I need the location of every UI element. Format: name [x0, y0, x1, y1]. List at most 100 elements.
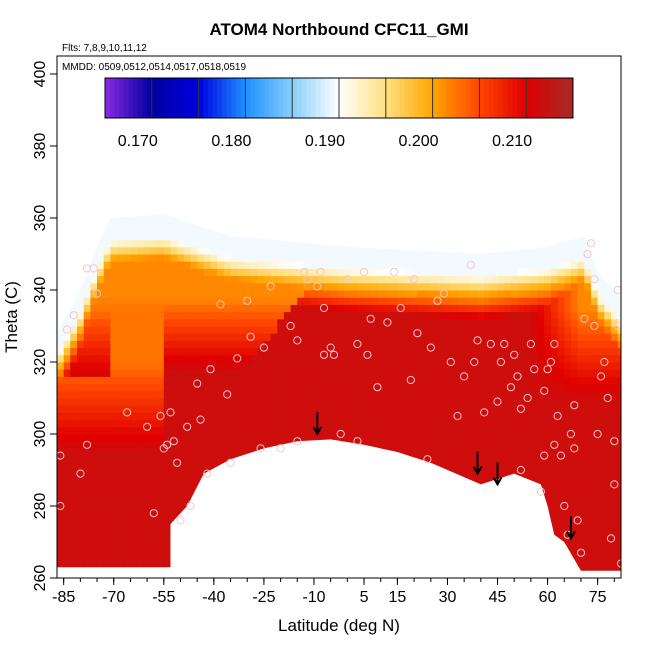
y-tick-label: 260	[32, 565, 49, 592]
field-cell	[410, 426, 418, 435]
field-cell	[517, 477, 525, 485]
colorbar-cell	[512, 78, 518, 118]
field-cell	[157, 362, 165, 370]
field-cell	[183, 246, 191, 255]
field-cell	[611, 527, 619, 536]
field-cell	[123, 398, 131, 406]
field-cell	[410, 390, 418, 399]
field-cell	[584, 484, 592, 493]
field-cell	[490, 311, 498, 320]
field-cell	[63, 491, 71, 500]
field-cell	[437, 434, 445, 442]
field-cell	[103, 311, 111, 320]
field-cell	[517, 239, 525, 248]
field-cell	[257, 484, 265, 493]
field-cell	[210, 311, 218, 320]
field-cell	[510, 398, 519, 406]
field-cell	[484, 333, 492, 341]
field-cell	[237, 383, 245, 392]
field-cell	[517, 426, 525, 435]
field-cell	[597, 434, 605, 442]
field-cell	[70, 218, 78, 226]
field-cell	[477, 412, 485, 421]
field-cell	[290, 218, 298, 226]
field-cell	[517, 333, 525, 341]
field-cell	[197, 470, 205, 478]
field-cell	[537, 214, 545, 219]
field-cell	[210, 268, 218, 277]
field-cell	[530, 261, 539, 269]
field-cell	[444, 441, 452, 449]
field-cell	[410, 311, 418, 320]
observation-point	[343, 275, 352, 284]
field-cell	[137, 405, 145, 413]
field-cell	[163, 527, 171, 536]
field-cell	[450, 225, 458, 233]
field-cell	[530, 477, 539, 485]
field-cell	[597, 362, 605, 370]
field-cell	[437, 491, 445, 500]
field-cell	[464, 333, 472, 341]
field-cell	[157, 268, 165, 277]
field-cell	[377, 434, 385, 442]
field-cell	[577, 419, 585, 428]
field-cell	[490, 214, 498, 219]
field-cell	[57, 326, 65, 334]
field-cell	[63, 527, 71, 536]
field-cell	[277, 232, 285, 241]
field-cell	[270, 390, 278, 399]
field-cell	[103, 556, 111, 565]
field-cell	[317, 426, 325, 435]
field-cell	[464, 412, 472, 421]
field-cell	[177, 477, 185, 485]
field-cell	[257, 261, 265, 269]
field-cell	[450, 275, 458, 284]
field-cell	[177, 261, 185, 269]
field-cell	[210, 254, 218, 262]
field-cell	[370, 506, 378, 514]
field-cell	[524, 534, 532, 543]
field-cell	[230, 542, 238, 550]
field-cell	[384, 333, 392, 341]
field-cell	[417, 542, 425, 550]
field-cell	[377, 369, 385, 377]
observation-point	[516, 465, 526, 475]
field-cell	[477, 441, 485, 449]
field-cell	[177, 470, 185, 478]
field-cell	[344, 340, 352, 349]
field-cell	[217, 254, 225, 262]
colorbar-cell	[390, 78, 396, 118]
field-cell	[270, 340, 278, 349]
field-cell	[377, 214, 385, 219]
field-cell	[283, 426, 292, 435]
colorbar-cell	[264, 78, 270, 118]
field-cell	[183, 261, 191, 269]
field-cell	[317, 333, 325, 341]
field-cell	[197, 405, 205, 413]
field-cell	[257, 405, 265, 413]
field-cell	[444, 246, 452, 255]
field-cell	[444, 405, 452, 413]
field-cell	[90, 326, 98, 334]
field-cell	[510, 246, 519, 255]
field-cell	[117, 297, 125, 305]
field-cell	[83, 282, 91, 291]
field-cell	[344, 326, 352, 334]
field-cell	[304, 383, 312, 392]
field-cell	[484, 246, 492, 255]
field-cell	[110, 484, 118, 493]
field-cell	[537, 412, 545, 421]
field-cell	[350, 333, 358, 341]
field-cell	[597, 268, 605, 277]
observation-point	[69, 311, 78, 320]
observation-point	[166, 408, 175, 417]
field-cell	[177, 462, 185, 471]
field-cell	[330, 426, 338, 435]
field-cell	[210, 498, 218, 507]
field-cell	[250, 275, 258, 284]
field-cell	[170, 549, 178, 557]
observation-point	[543, 365, 552, 374]
field-cell	[430, 498, 438, 507]
field-cell	[157, 563, 165, 571]
field-cell	[357, 268, 365, 277]
